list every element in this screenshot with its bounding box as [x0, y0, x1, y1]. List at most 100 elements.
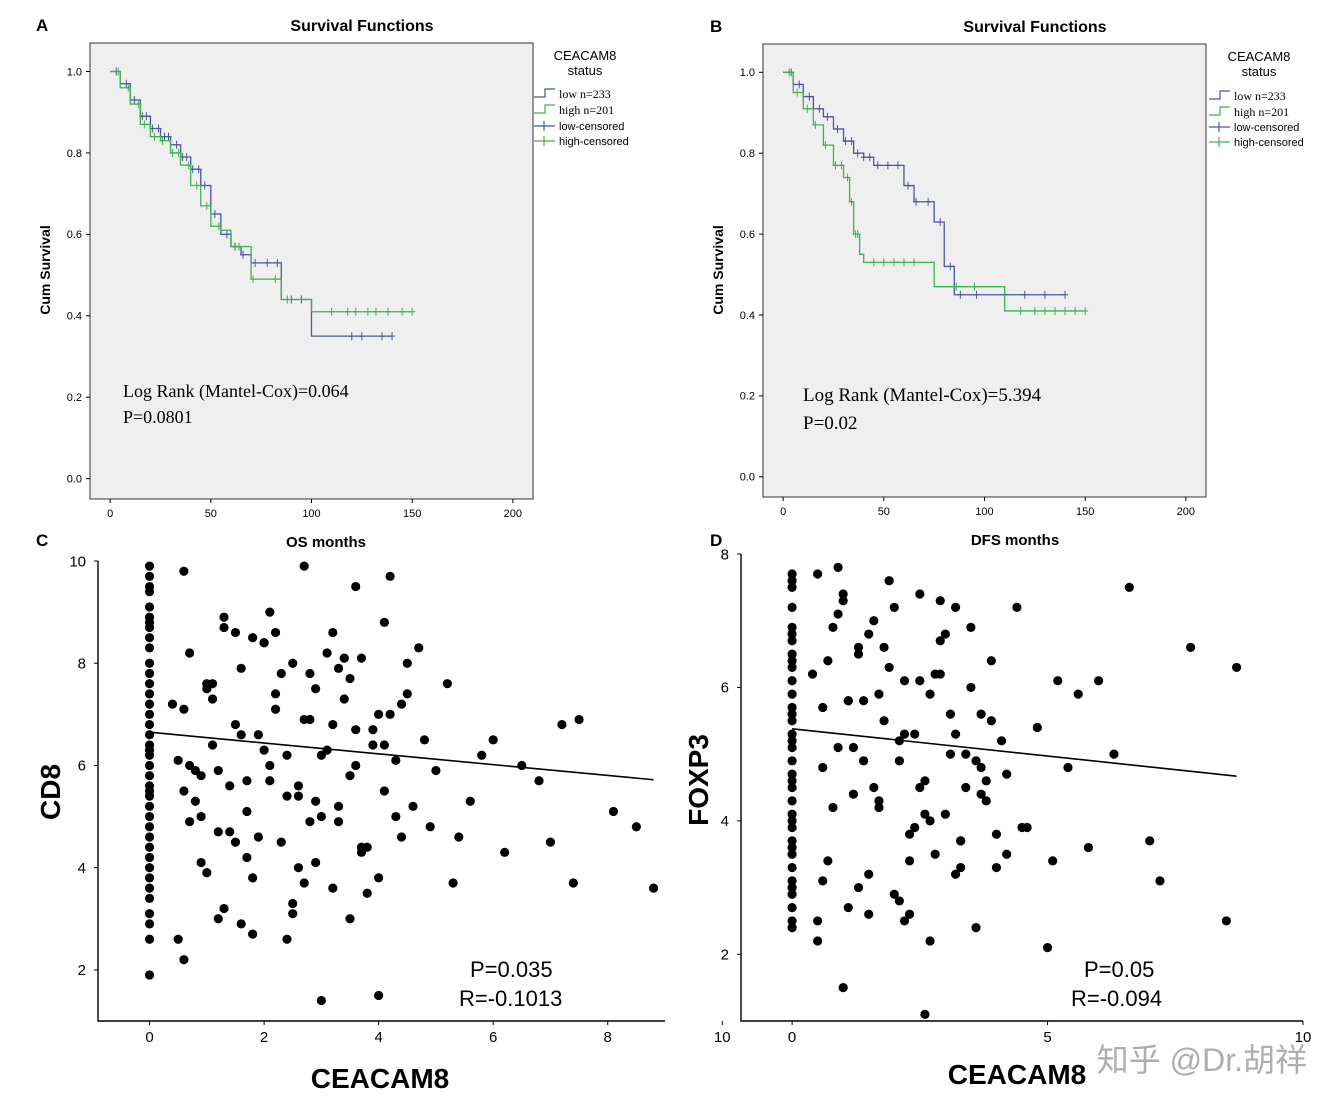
- censored-mark-high: [344, 307, 351, 316]
- data-point: [179, 955, 189, 965]
- legend-title: CEACAM8: [554, 48, 617, 63]
- censored-mark-high: [838, 161, 845, 170]
- data-point: [940, 809, 950, 819]
- survival-curves: [110, 67, 416, 341]
- data-point: [477, 750, 487, 760]
- data-point: [276, 837, 286, 847]
- data-point: [787, 756, 797, 766]
- data-point: [864, 909, 874, 919]
- data-point: [379, 617, 389, 627]
- data-point: [833, 562, 843, 572]
- data-point: [196, 811, 206, 822]
- data-point: [787, 842, 797, 853]
- data-point: [351, 581, 361, 592]
- data-point: [248, 929, 258, 939]
- data-point: [534, 776, 544, 786]
- x-axis-label: CEACAM8: [948, 1059, 1086, 1090]
- data-point: [950, 729, 961, 739]
- plot-area: [89, 42, 534, 500]
- data-point: [787, 716, 797, 726]
- y-tick-label: 0.4: [67, 311, 82, 323]
- data-point: [333, 663, 344, 673]
- data-point: [838, 589, 848, 599]
- y-ticks: 0.0 0.2 0.4 0.6 0.8 1.0: [740, 67, 763, 484]
- censored-mark-low: [894, 161, 901, 170]
- data-point: [144, 730, 155, 740]
- data-point: [1155, 876, 1165, 886]
- data-point: [848, 789, 859, 799]
- data-point: [374, 873, 384, 883]
- y-tick-label: 0.8: [67, 148, 82, 160]
- legend-swatch-high: [1209, 106, 1230, 116]
- censored-mark-high: [880, 258, 887, 267]
- chart-title: OS months: [286, 534, 366, 551]
- censored-mark-low: [183, 153, 190, 161]
- data-point: [368, 725, 378, 735]
- data-point: [879, 716, 889, 726]
- data-point: [874, 689, 884, 699]
- data-point: [236, 919, 246, 929]
- data-point: [345, 771, 355, 781]
- censored-mark-high: [911, 258, 918, 267]
- censored-mark-high: [203, 201, 210, 210]
- y-tick-label: 1.0: [67, 66, 82, 78]
- data-point: [448, 878, 458, 888]
- y-tick-label: 2: [78, 962, 86, 979]
- data-point: [144, 852, 155, 863]
- y-tick-label: 10: [69, 553, 86, 570]
- data-point: [950, 602, 961, 612]
- censored-mark-high: [794, 88, 801, 97]
- data-point: [316, 750, 326, 760]
- x-ticks: 0 50 100 150 200: [780, 497, 1195, 518]
- data-point: [905, 909, 915, 919]
- regression-line: [149, 731, 654, 781]
- censored-mark-high: [1072, 306, 1079, 315]
- censored-mark-high: [971, 282, 978, 291]
- data-point: [207, 694, 218, 704]
- data-point: [402, 658, 412, 668]
- data-point: [242, 852, 252, 863]
- watermark: 知乎 @Dr.胡祥: [1097, 1042, 1307, 1078]
- panel-label: D: [710, 531, 722, 550]
- data-point: [991, 829, 1002, 839]
- data-point: [322, 648, 332, 658]
- panel-label: B: [710, 17, 722, 36]
- data-point: [874, 802, 884, 813]
- data-point: [1012, 602, 1022, 612]
- censored-mark-high: [364, 307, 371, 316]
- data-point: [144, 842, 155, 852]
- censored-mark-low: [123, 79, 130, 88]
- data-point: [299, 714, 309, 725]
- data-point: [787, 916, 797, 926]
- legend-label-high: high n=201: [559, 103, 614, 117]
- data-point: [230, 719, 241, 730]
- x-tick-label: 200: [1177, 506, 1195, 518]
- data-point: [144, 571, 155, 581]
- annotation-p-value: P=0.05: [1084, 957, 1154, 982]
- y-ticks: 2 4 6 8 10: [69, 553, 98, 979]
- data-point: [833, 742, 843, 753]
- data-point: [813, 936, 823, 946]
- data-point: [1186, 642, 1196, 653]
- x-tick-label: 0: [788, 1029, 796, 1046]
- data-point: [311, 684, 321, 694]
- data-point: [144, 822, 155, 832]
- data-point: [179, 704, 189, 714]
- chart-title: Survival Functions: [963, 19, 1106, 36]
- data-point: [1124, 582, 1134, 592]
- legend-subtitle: status: [568, 63, 603, 78]
- data-point: [976, 789, 986, 799]
- scatter-points: [144, 561, 659, 1006]
- data-point: [879, 642, 889, 653]
- data-point: [981, 776, 991, 786]
- data-point: [167, 699, 178, 709]
- y-tick-label: 8: [721, 546, 729, 563]
- censored-mark-high: [848, 197, 855, 206]
- regression-line: [792, 727, 1237, 777]
- x-tick-label: 6: [489, 1029, 497, 1046]
- x-tick-label: 0: [145, 1029, 153, 1046]
- data-point: [859, 756, 869, 766]
- data-point: [213, 827, 223, 837]
- annotation-p-value: P=0.0801: [123, 407, 193, 427]
- data-point: [935, 596, 945, 606]
